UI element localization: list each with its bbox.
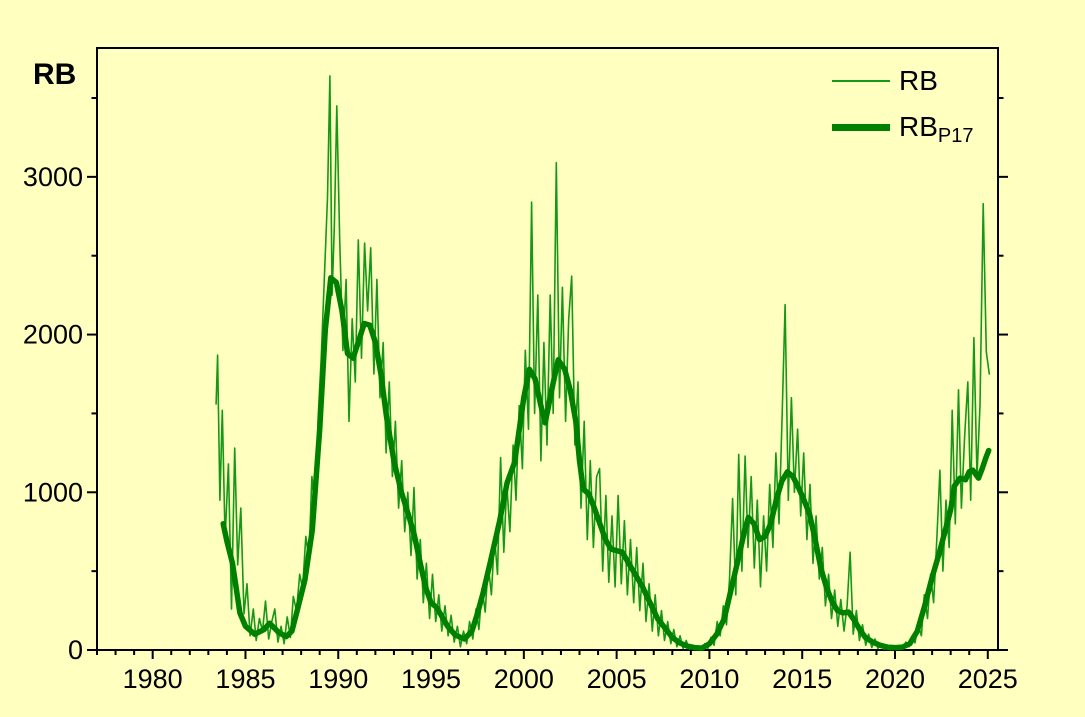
plot-border <box>96 47 999 651</box>
rbp17-thick-line-swatch <box>832 123 890 131</box>
legend-label-rbp17-main: RB <box>899 111 938 142</box>
x-tick-label: 2010 <box>679 664 739 694</box>
x-tick-label: 1980 <box>123 664 183 694</box>
y-tick-label: 0 <box>68 635 83 665</box>
x-tick-label: 2015 <box>772 664 832 694</box>
y-tick-label: 2000 <box>23 320 83 350</box>
legend-label-rbp17: RBP17 <box>899 111 974 147</box>
legend-item-rb: RB <box>832 58 974 104</box>
y-tick-label: 1000 <box>23 477 83 507</box>
x-tick-label: 1995 <box>401 664 461 694</box>
x-tick-label: 1985 <box>215 664 275 694</box>
legend-label-rbp17-subscript: P17 <box>937 125 974 147</box>
legend: RB RBP17 <box>832 58 974 150</box>
x-tick-label: 2005 <box>587 664 647 694</box>
legend-label-rb: RB <box>899 65 938 96</box>
legend-item-rbp17: RBP17 <box>832 104 974 150</box>
x-tick-label: 2020 <box>865 664 925 694</box>
rb-thin-line-swatch <box>832 80 890 82</box>
x-tick-label: 1990 <box>308 664 368 694</box>
y-tick-label: 3000 <box>23 162 83 192</box>
series-line-rb_p17 <box>220 275 992 651</box>
x-tick-label: 2000 <box>494 664 554 694</box>
y-axis-corner-label: RB <box>33 58 77 91</box>
series-line-rb <box>215 75 991 651</box>
x-tick-label: 2025 <box>958 664 1018 694</box>
